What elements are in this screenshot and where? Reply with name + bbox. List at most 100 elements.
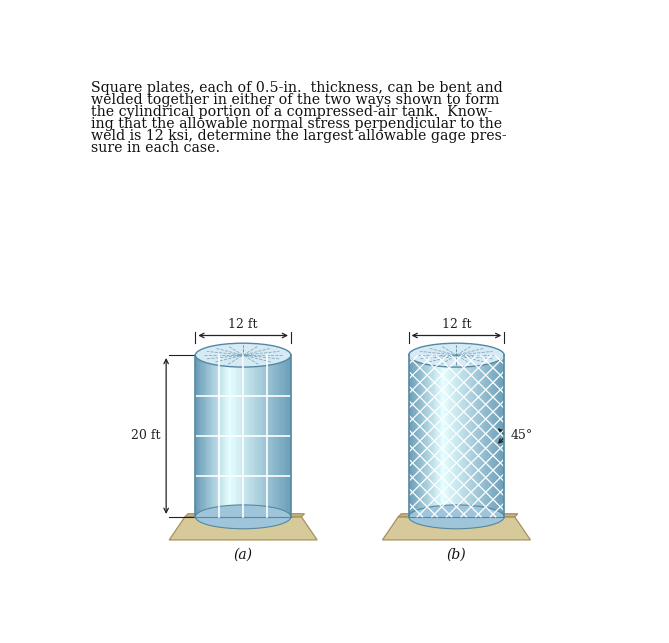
Polygon shape <box>201 355 203 517</box>
Polygon shape <box>223 355 224 517</box>
Polygon shape <box>484 355 485 517</box>
Polygon shape <box>241 355 242 517</box>
Polygon shape <box>453 355 454 517</box>
Polygon shape <box>252 355 253 517</box>
Polygon shape <box>235 355 236 517</box>
Text: Square plates, each of 0.5-in.  thickness, can be bent and: Square plates, each of 0.5-in. thickness… <box>92 81 503 95</box>
Polygon shape <box>440 355 441 517</box>
Polygon shape <box>226 355 227 517</box>
Polygon shape <box>197 355 198 517</box>
Polygon shape <box>467 355 468 517</box>
Polygon shape <box>260 355 261 517</box>
Polygon shape <box>460 355 461 517</box>
Polygon shape <box>240 355 241 517</box>
Polygon shape <box>169 517 317 540</box>
Polygon shape <box>246 355 247 517</box>
Polygon shape <box>266 355 267 517</box>
Polygon shape <box>207 355 209 517</box>
Polygon shape <box>254 355 255 517</box>
Text: 12 ft: 12 ft <box>442 318 471 331</box>
Polygon shape <box>455 355 456 517</box>
Polygon shape <box>409 355 410 517</box>
Polygon shape <box>279 355 280 517</box>
Polygon shape <box>415 355 416 517</box>
Polygon shape <box>425 355 427 517</box>
Polygon shape <box>500 355 502 517</box>
Polygon shape <box>491 355 492 517</box>
Polygon shape <box>290 355 291 517</box>
Text: weld is 12 ksi, determine the largest allowable gage pres-: weld is 12 ksi, determine the largest al… <box>92 129 507 143</box>
Polygon shape <box>213 355 215 517</box>
Polygon shape <box>286 355 287 517</box>
Polygon shape <box>217 355 218 517</box>
Polygon shape <box>413 355 415 517</box>
Polygon shape <box>288 355 290 517</box>
Polygon shape <box>229 355 230 517</box>
Polygon shape <box>243 355 244 517</box>
Polygon shape <box>470 355 471 517</box>
Polygon shape <box>198 355 199 517</box>
Polygon shape <box>259 355 260 517</box>
Polygon shape <box>272 355 273 517</box>
Polygon shape <box>496 355 497 517</box>
Polygon shape <box>258 355 259 517</box>
Polygon shape <box>227 355 229 517</box>
Polygon shape <box>483 355 484 517</box>
Polygon shape <box>250 355 252 517</box>
Polygon shape <box>203 355 204 517</box>
Polygon shape <box>249 355 250 517</box>
Polygon shape <box>411 355 412 517</box>
Polygon shape <box>383 517 531 540</box>
Polygon shape <box>224 355 225 517</box>
Polygon shape <box>273 355 274 517</box>
Text: the cylindrical portion of a compressed-air tank.  Know-: the cylindrical portion of a compressed-… <box>92 105 493 119</box>
Polygon shape <box>218 355 219 517</box>
Text: welded together in either of the two ways shown to form: welded together in either of the two way… <box>92 93 500 107</box>
Polygon shape <box>199 355 200 517</box>
Polygon shape <box>212 355 213 517</box>
Polygon shape <box>278 355 279 517</box>
Polygon shape <box>262 355 264 517</box>
Polygon shape <box>231 355 232 517</box>
Polygon shape <box>247 355 248 517</box>
Polygon shape <box>479 355 480 517</box>
Polygon shape <box>200 355 201 517</box>
Polygon shape <box>477 355 478 517</box>
Polygon shape <box>448 355 450 517</box>
Polygon shape <box>438 355 439 517</box>
Polygon shape <box>464 355 465 517</box>
Polygon shape <box>398 514 518 517</box>
Polygon shape <box>255 355 256 517</box>
Ellipse shape <box>195 343 291 367</box>
Ellipse shape <box>195 505 291 529</box>
Polygon shape <box>221 355 223 517</box>
Polygon shape <box>459 355 460 517</box>
Polygon shape <box>498 355 499 517</box>
Text: (a): (a) <box>233 548 253 561</box>
Polygon shape <box>450 355 452 517</box>
Polygon shape <box>433 355 434 517</box>
Polygon shape <box>461 355 462 517</box>
Polygon shape <box>486 355 488 517</box>
Polygon shape <box>444 355 446 517</box>
Polygon shape <box>482 355 483 517</box>
Polygon shape <box>462 355 464 517</box>
Polygon shape <box>503 355 504 517</box>
Text: (b): (b) <box>447 548 466 561</box>
Polygon shape <box>488 355 490 517</box>
Polygon shape <box>492 355 494 517</box>
Polygon shape <box>219 355 221 517</box>
Polygon shape <box>430 355 432 517</box>
Polygon shape <box>435 355 436 517</box>
Polygon shape <box>270 355 272 517</box>
Polygon shape <box>476 355 477 517</box>
Polygon shape <box>499 355 500 517</box>
Polygon shape <box>410 355 411 517</box>
Polygon shape <box>427 355 429 517</box>
Polygon shape <box>280 355 282 517</box>
Polygon shape <box>287 355 288 517</box>
Polygon shape <box>204 355 205 517</box>
Polygon shape <box>454 355 455 517</box>
Polygon shape <box>236 355 237 517</box>
Polygon shape <box>422 355 423 517</box>
